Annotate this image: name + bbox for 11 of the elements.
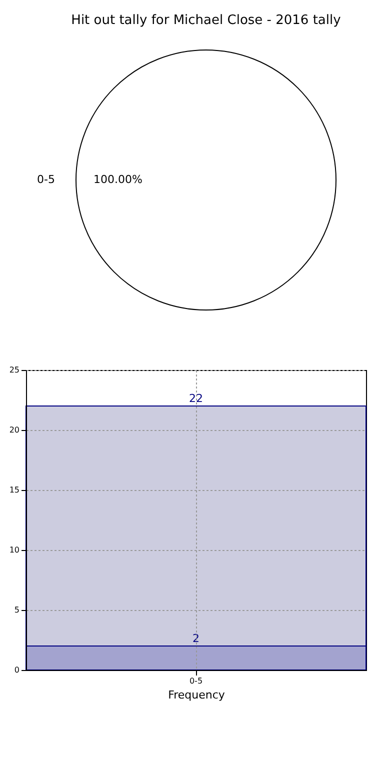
x-axis-title: Frequency	[168, 688, 226, 702]
slice-label: 0-5	[37, 173, 55, 186]
y-tick-label: 25	[9, 366, 20, 374]
y-tick-label: 0	[14, 666, 20, 674]
chart-title: Hit out tally for Michael Close - 2016 tally	[71, 13, 342, 28]
y-tick-label: 15	[9, 486, 20, 494]
y-tick-label: 20	[9, 426, 20, 434]
y-tick-label: 10	[9, 546, 20, 554]
data-label: 100.00%	[94, 173, 142, 186]
y-tick-label: 5	[14, 606, 20, 614]
total-label: 22	[189, 392, 203, 405]
